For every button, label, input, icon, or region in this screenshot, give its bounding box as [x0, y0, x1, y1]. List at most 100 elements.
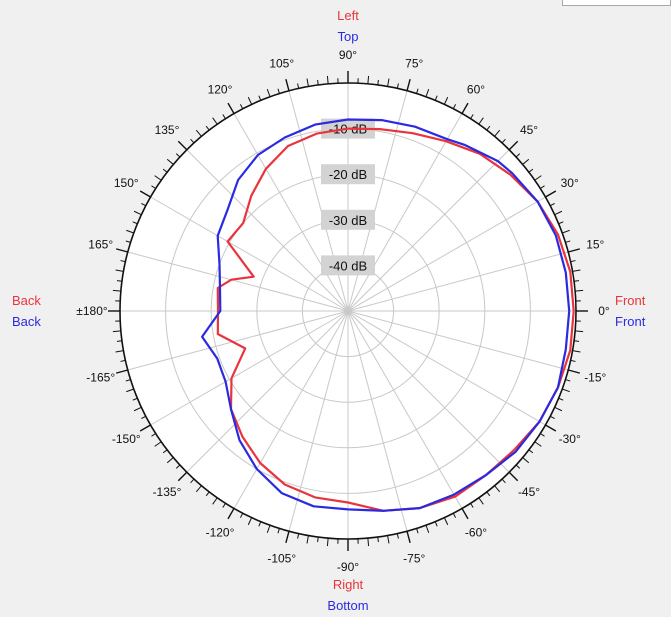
db-label-box [321, 164, 375, 185]
angle-tick-label: -45° [518, 485, 540, 499]
angle-tick [478, 497, 484, 505]
angle-tick [126, 229, 134, 234]
angle-tick [115, 269, 124, 272]
angle-tick-label: 0° [598, 304, 610, 318]
grid-spoke [347, 149, 510, 312]
angle-tick [406, 531, 411, 544]
angle-tick [545, 424, 557, 432]
angle-tick [285, 531, 290, 544]
angle-tick [285, 78, 290, 91]
db-label-box [321, 255, 375, 276]
angle-tick [528, 168, 534, 173]
angle-tick [515, 464, 521, 469]
angle-tick [205, 491, 210, 497]
angle-tick [132, 397, 138, 401]
angle-tick-label: -135° [153, 485, 182, 499]
angle-tick [434, 95, 438, 101]
angle-tick [205, 125, 210, 131]
angle-tick-label: 150° [114, 176, 139, 190]
angle-tick [522, 457, 530, 464]
db-label: -20 dB [329, 167, 367, 182]
angle-tick [112, 289, 121, 292]
db-label: -30 dB [329, 213, 367, 228]
angle-tick [317, 536, 319, 543]
angle-tick [116, 340, 123, 342]
angle-tick-label: -75° [403, 551, 425, 565]
angle-tick [190, 478, 195, 484]
grid-spoke [347, 113, 463, 312]
angle-tick-label: -60° [465, 526, 487, 540]
angle-tick [508, 140, 519, 151]
angle-tick [565, 379, 571, 382]
angle-tick [486, 491, 491, 497]
angle-tick [406, 78, 411, 91]
angle-tick [558, 221, 564, 225]
angle-tick [195, 485, 202, 493]
angle-tick [115, 350, 124, 353]
angle-tick [247, 96, 253, 105]
angle-tick [132, 221, 138, 225]
angle-tick [154, 175, 162, 181]
angle-tick [396, 533, 399, 539]
angle-tick [575, 330, 584, 333]
angle-tick [501, 138, 506, 144]
angle-ticks [108, 71, 588, 551]
angle-tick [461, 102, 469, 114]
angle-tick-label: 105° [269, 57, 294, 71]
angle-tick [141, 202, 146, 207]
angle-tick-label: -165° [86, 370, 115, 384]
grid-spoke [288, 310, 349, 532]
bottom-label-series1: Right [333, 577, 364, 592]
angle-tick [367, 538, 370, 547]
angle-tick [212, 497, 218, 505]
angle-tick [222, 114, 226, 119]
angle-tick [190, 138, 195, 144]
angle-tick [139, 424, 151, 432]
angle-tick [434, 521, 438, 527]
angle-tick-label: 30° [561, 176, 579, 190]
angle-tick [550, 415, 555, 420]
angle-tick [154, 441, 162, 447]
angle-tick [540, 185, 545, 189]
angle-tick [126, 388, 134, 393]
angle-tick-label: 45° [520, 123, 538, 137]
radial-tick-labels: -40 dB-30 dB-20 dB-10 dB [321, 118, 375, 276]
angle-tick [162, 168, 168, 173]
angle-tick [443, 96, 449, 105]
left-label-series1: Back [12, 293, 41, 308]
angle-tick [367, 75, 370, 84]
angle-tick [478, 117, 484, 125]
grid-spoke [347, 310, 569, 371]
angle-tick [306, 78, 309, 87]
angle-tick [387, 535, 390, 544]
angle-tick [112, 330, 121, 333]
angle-tick [572, 350, 581, 353]
angle-tick [266, 525, 271, 533]
angle-tick [258, 521, 262, 527]
angle-tick [396, 83, 399, 89]
angle-tick [554, 210, 563, 216]
angle-tick [133, 406, 142, 412]
angle-tick [258, 95, 262, 101]
angle-tick-label: 15° [586, 238, 604, 252]
grid-spoke [347, 196, 546, 312]
angle-tick [326, 538, 329, 547]
polar-grid [120, 83, 576, 539]
angle-tick [573, 280, 580, 282]
grid-spoke [186, 149, 349, 312]
right-label-series1: Front [615, 293, 646, 308]
angle-tick [175, 464, 181, 469]
grid-spoke [347, 310, 546, 426]
angle-tick [501, 478, 506, 484]
series-lines [201, 118, 575, 512]
grid-spoke [127, 251, 349, 312]
angle-tick [575, 289, 584, 292]
grid-spoke [233, 113, 349, 312]
angle-tick-label: -120° [206, 526, 235, 540]
angle-tick [166, 457, 174, 464]
angle-tick [177, 140, 188, 151]
angle-tick [573, 340, 580, 342]
angle-tick-label: 135° [155, 123, 180, 137]
angle-tick-label: -150° [112, 432, 141, 446]
